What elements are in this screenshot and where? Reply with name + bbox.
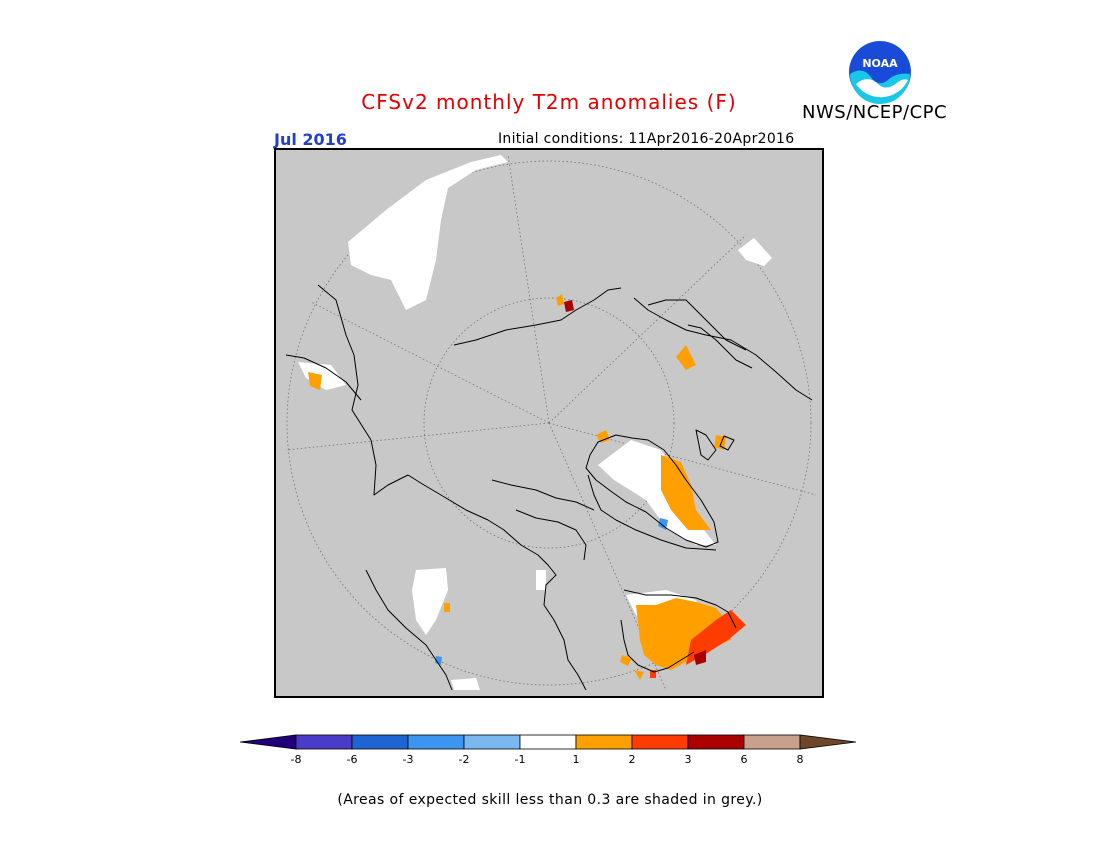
legend-swatch [575, 734, 633, 750]
white-area [738, 238, 772, 266]
legend-tick-label: -3 [402, 753, 414, 766]
meridian [285, 422, 550, 451]
meridian [507, 154, 550, 424]
coastline-alaska [647, 299, 747, 351]
map-title-text: CFSv2 monthly T2m anomalies (F) [361, 90, 737, 114]
legend-swatch [743, 734, 801, 750]
legend-swatch [687, 734, 745, 750]
very-warm-anomaly-areas [564, 300, 706, 665]
dark-red-area [564, 300, 574, 312]
initial-conditions: Initial conditions: 11Apr2016-20Apr2016 [498, 131, 795, 147]
color-legend [240, 734, 857, 750]
latitude-circle-inner [423, 297, 675, 549]
legend-swatch [519, 734, 577, 750]
legend-tick-label: -2 [458, 753, 470, 766]
coastline-labrador [587, 474, 717, 551]
coastline-hudson-bay-region [585, 434, 719, 548]
orange-area [636, 598, 731, 670]
orange-area [596, 430, 610, 443]
orange-area [308, 372, 322, 390]
coastline-scandinavia [623, 589, 737, 629]
legend-tick-label: 3 [684, 753, 692, 766]
map-title: CFSv2 monthly T2m anomalies (F) [0, 90, 1100, 114]
graticule [285, 154, 817, 691]
legend-tick-label: -6 [346, 753, 358, 766]
coastline-iceland [695, 429, 717, 461]
white-area [536, 570, 546, 590]
white-area [348, 155, 508, 310]
legend-arrow-right [799, 734, 857, 750]
white-area [412, 568, 448, 635]
legend-swatch [463, 734, 521, 750]
legend-tick-label: -1 [514, 753, 526, 766]
orange-area [620, 655, 632, 666]
noaa-logo-text: NOAA [862, 57, 898, 70]
legend-swatch [351, 734, 409, 750]
legend-tick-label: -8 [290, 753, 302, 766]
cold-anomaly-areas [435, 518, 668, 665]
polar-map-svg [285, 154, 817, 691]
legend-swatch [407, 734, 465, 750]
coastline-eurasia [317, 284, 587, 691]
coastline-europe [620, 619, 695, 673]
orange-area [661, 455, 711, 530]
coastline-east-asia [365, 569, 453, 691]
orange-area [676, 345, 696, 370]
noaa-logo-icon: NOAA [848, 40, 912, 108]
meridian [548, 234, 747, 424]
blue-area [435, 656, 442, 665]
orange-area [634, 670, 644, 680]
legend-tick-label: 8 [796, 753, 804, 766]
white-area [298, 362, 346, 390]
orange-area [556, 294, 564, 306]
coastline-canada [687, 324, 753, 369]
meridian [548, 422, 667, 691]
anomaly-map [274, 148, 824, 698]
skill-footnote: (Areas of expected skill less than 0.3 a… [337, 792, 763, 808]
legend-tick-label: 1 [572, 753, 580, 766]
legend-swatch [631, 734, 689, 750]
legend-tick-label: 6 [740, 753, 748, 766]
coastline-arctic-islands [491, 479, 595, 511]
coastline-island [719, 435, 735, 451]
coastlines [285, 284, 813, 691]
legend-arrow-left [240, 734, 297, 750]
legend-tick-label: 2 [628, 753, 636, 766]
coastline-north-america-pacific [633, 297, 813, 401]
forecast-month: Jul 2016 [274, 130, 347, 149]
dark-red-area [694, 650, 706, 665]
orange-area [444, 603, 450, 612]
meridian [310, 301, 550, 424]
coastline-japan [285, 354, 362, 401]
coastline-siberia [453, 287, 622, 346]
white-area [451, 678, 480, 690]
legend-swatch [295, 734, 353, 750]
agency-label: NWS/NCEP/CPC [802, 102, 948, 123]
coastline-greenland [515, 509, 587, 561]
latitude-circle-outer [286, 160, 812, 686]
red-area [686, 610, 746, 665]
